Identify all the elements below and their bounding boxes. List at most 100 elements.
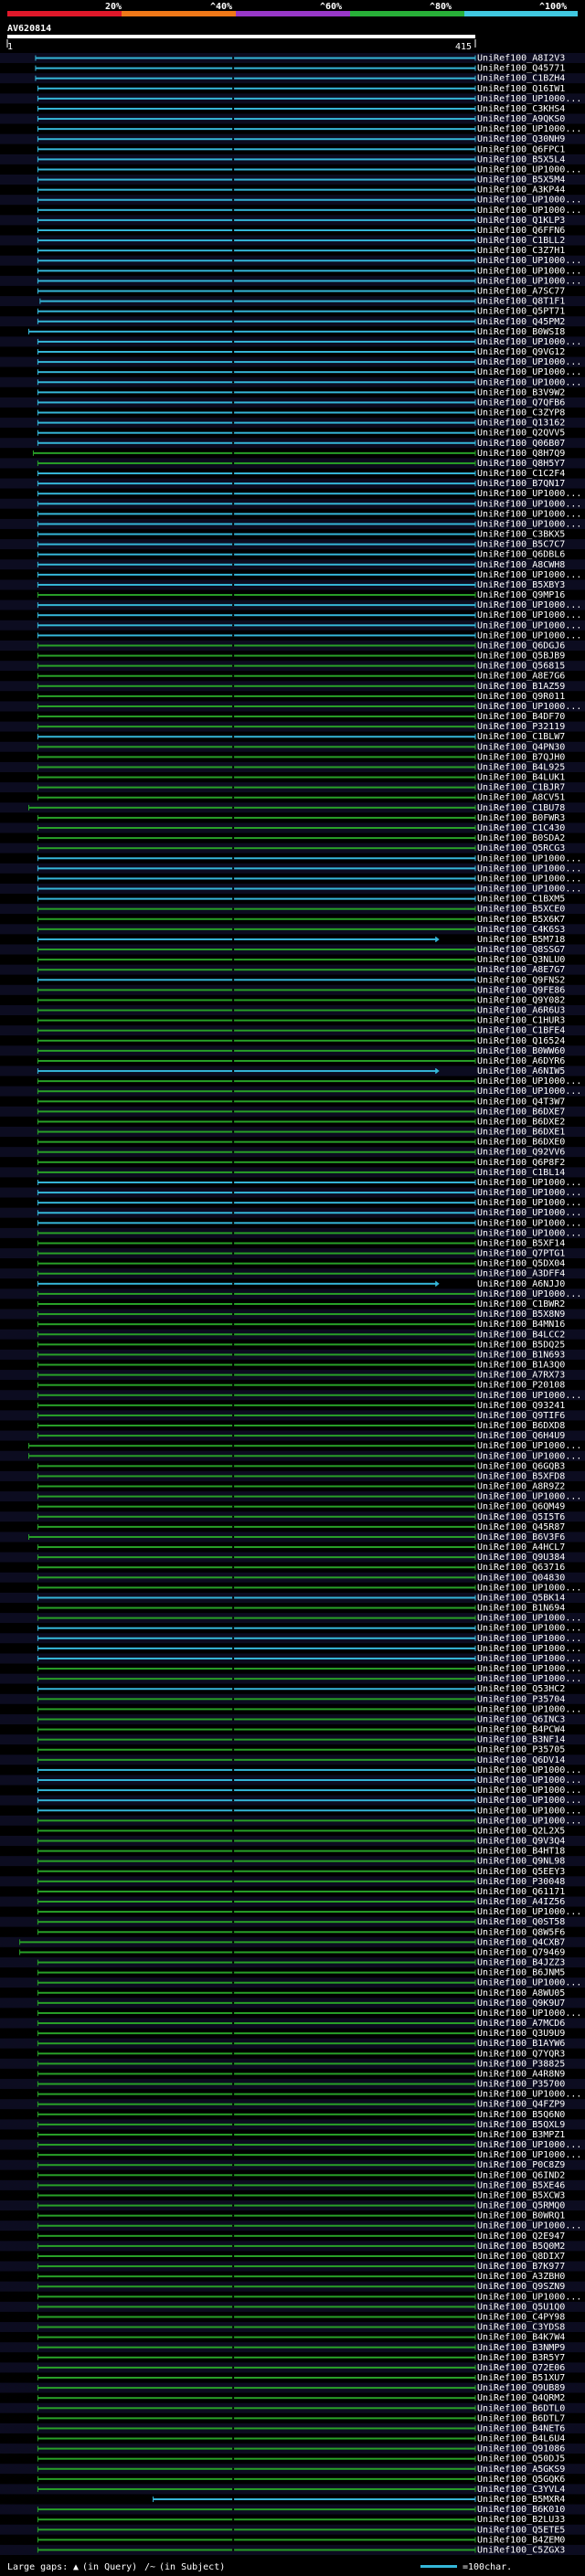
hit-label[interactable]: UniRef100_P20108 bbox=[477, 1381, 565, 1391]
hit-label[interactable]: UniRef100_UP1000... bbox=[477, 1583, 581, 1593]
hit-bar[interactable] bbox=[37, 1901, 476, 1903]
hit-bar[interactable] bbox=[37, 280, 476, 282]
hit-label[interactable]: UniRef100_UP1000... bbox=[477, 2150, 581, 2160]
hit-label[interactable]: UniRef100_UP1000... bbox=[477, 1978, 581, 1988]
hit-bar[interactable] bbox=[37, 1576, 476, 1579]
hit-label[interactable]: UniRef100_UP1000... bbox=[477, 164, 581, 175]
hit-bar[interactable] bbox=[37, 411, 476, 414]
hit-bar[interactable] bbox=[37, 1120, 476, 1123]
hit-bar[interactable] bbox=[37, 1009, 476, 1012]
hit-bar[interactable] bbox=[19, 1951, 476, 1954]
hit-label[interactable]: UniRef100_Q9FE86 bbox=[477, 985, 565, 995]
hit-bar[interactable] bbox=[37, 2011, 476, 2014]
hit-label[interactable]: UniRef100_Q6IND2 bbox=[477, 2170, 565, 2180]
hit-bar[interactable] bbox=[37, 2032, 476, 2035]
hit-bar[interactable] bbox=[37, 553, 476, 556]
hit-bar[interactable] bbox=[37, 1718, 476, 1721]
hit-bar[interactable] bbox=[37, 1890, 476, 1892]
hit-bar[interactable] bbox=[37, 391, 476, 394]
hit-label[interactable]: UniRef100_Q2L2X5 bbox=[477, 1826, 565, 1836]
hit-label[interactable]: UniRef100_UP1000... bbox=[477, 1178, 581, 1188]
hit-bar[interactable] bbox=[37, 482, 476, 485]
hit-label[interactable]: UniRef100_B4LUK1 bbox=[477, 773, 565, 783]
hit-bar[interactable] bbox=[37, 2549, 476, 2551]
hit-bar[interactable] bbox=[37, 1292, 476, 1295]
hit-bar[interactable] bbox=[37, 1475, 476, 1478]
hit-label[interactable]: UniRef100_A8CWH8 bbox=[477, 560, 565, 570]
hit-label[interactable]: UniRef100_B7K977 bbox=[477, 2262, 565, 2272]
hit-label[interactable]: UniRef100_A7SC77 bbox=[477, 286, 565, 296]
hit-label[interactable]: UniRef100_UP1000... bbox=[477, 1674, 581, 1684]
hit-bar[interactable] bbox=[37, 431, 476, 434]
hit-label[interactable]: UniRef100_B3MPZ1 bbox=[477, 2130, 565, 2140]
hit-label[interactable]: UniRef100_B4PCW4 bbox=[477, 1725, 565, 1735]
hit-bar[interactable] bbox=[37, 1404, 476, 1406]
hit-label[interactable]: UniRef100_Q5RCG3 bbox=[477, 843, 565, 853]
hit-bar[interactable] bbox=[37, 1049, 476, 1052]
hit-bar[interactable] bbox=[37, 2204, 476, 2207]
hit-label[interactable]: UniRef100_B5XCE0 bbox=[477, 905, 565, 915]
hit-label[interactable]: UniRef100_UP1000... bbox=[477, 1634, 581, 1644]
hit-bar[interactable] bbox=[37, 2427, 476, 2430]
hit-label[interactable]: UniRef100_B4MN16 bbox=[477, 1320, 565, 1330]
hit-label[interactable]: UniRef100_UP1000... bbox=[477, 1644, 581, 1654]
hit-label[interactable]: UniRef100_Q6P8F2 bbox=[477, 1158, 565, 1168]
hit-label[interactable]: UniRef100_Q61171 bbox=[477, 1887, 565, 1897]
hit-bar[interactable] bbox=[37, 2144, 476, 2147]
hit-bar[interactable] bbox=[37, 2528, 476, 2531]
hit-bar[interactable] bbox=[37, 2224, 476, 2227]
hit-label[interactable]: UniRef100_B1N694 bbox=[477, 1604, 565, 1614]
hit-label[interactable]: UniRef100_UP1000... bbox=[477, 1441, 581, 1451]
hit-bar[interactable] bbox=[37, 2001, 476, 2004]
hit-bar[interactable] bbox=[37, 1991, 476, 1994]
hit-label[interactable]: UniRef100_Q5ETE5 bbox=[477, 2525, 565, 2535]
hit-label[interactable]: UniRef100_B4ZEM0 bbox=[477, 2535, 565, 2545]
hit-label[interactable]: UniRef100_B4HT18 bbox=[477, 1847, 565, 1857]
hit-bar[interactable] bbox=[37, 1414, 476, 1416]
hit-label[interactable]: UniRef100_UP1000... bbox=[477, 1654, 581, 1664]
hit-bar[interactable] bbox=[37, 1029, 476, 1032]
hit-bar[interactable] bbox=[37, 1323, 476, 1326]
hit-bar[interactable] bbox=[37, 1171, 476, 1173]
hit-bar[interactable] bbox=[37, 1039, 476, 1042]
hit-label[interactable]: UniRef100_Q30NH9 bbox=[477, 134, 565, 144]
hit-bar[interactable] bbox=[37, 1850, 476, 1852]
hit-label[interactable]: UniRef100_B7QJH0 bbox=[477, 752, 565, 762]
hit-bar[interactable] bbox=[37, 441, 476, 444]
hit-bar[interactable] bbox=[37, 837, 476, 840]
hit-bar[interactable] bbox=[37, 2477, 476, 2480]
hit-label[interactable]: UniRef100_B6DXE2 bbox=[477, 1117, 565, 1127]
hit-bar[interactable] bbox=[37, 472, 476, 475]
hit-bar[interactable] bbox=[37, 2316, 476, 2318]
hit-label[interactable]: UniRef100_C4K6S3 bbox=[477, 925, 565, 935]
hit-bar[interactable] bbox=[37, 2254, 476, 2257]
hit-bar[interactable] bbox=[37, 563, 476, 566]
hit-bar[interactable] bbox=[37, 1505, 476, 1508]
hit-bar[interactable] bbox=[37, 1515, 476, 1518]
hit-label[interactable]: UniRef100_B51XU7 bbox=[477, 2373, 565, 2383]
hit-label[interactable]: UniRef100_C3ZYP8 bbox=[477, 408, 565, 419]
hit-bar[interactable] bbox=[37, 1192, 476, 1194]
hit-bar[interactable] bbox=[28, 1445, 475, 1447]
hit-label[interactable]: UniRef100_UP1000... bbox=[477, 610, 581, 620]
hit-bar[interactable] bbox=[37, 361, 476, 364]
hit-bar[interactable] bbox=[37, 2244, 476, 2247]
hit-bar[interactable] bbox=[37, 1698, 476, 1701]
hit-label[interactable]: UniRef100_Q45R87 bbox=[477, 1522, 565, 1532]
hit-label[interactable]: UniRef100_Q53HC2 bbox=[477, 1684, 565, 1694]
hit-label[interactable]: UniRef100_B4NET6 bbox=[477, 2423, 565, 2433]
hit-label[interactable]: UniRef100_B6K010 bbox=[477, 2505, 565, 2515]
hit-bar[interactable] bbox=[37, 2052, 476, 2055]
hit-label[interactable]: UniRef100_P0C8Z9 bbox=[477, 2160, 565, 2170]
hit-label[interactable]: UniRef100_C1BLW7 bbox=[477, 732, 565, 742]
hit-label[interactable]: UniRef100_UP1000... bbox=[477, 1492, 581, 1502]
hit-bar[interactable] bbox=[37, 2285, 476, 2288]
hit-bar[interactable] bbox=[37, 1373, 476, 1376]
hit-bar[interactable] bbox=[37, 989, 476, 991]
hit-label[interactable]: UniRef100_Q9VG12 bbox=[477, 347, 565, 357]
hit-label[interactable]: UniRef100_Q5BJB9 bbox=[477, 652, 565, 662]
hit-label[interactable]: UniRef100_B5X5L4 bbox=[477, 154, 565, 164]
hit-bar[interactable] bbox=[37, 2093, 476, 2095]
hit-label[interactable]: UniRef100_UP1000... bbox=[477, 1228, 581, 1238]
hit-label[interactable]: UniRef100_B6JNM5 bbox=[477, 1968, 565, 1978]
